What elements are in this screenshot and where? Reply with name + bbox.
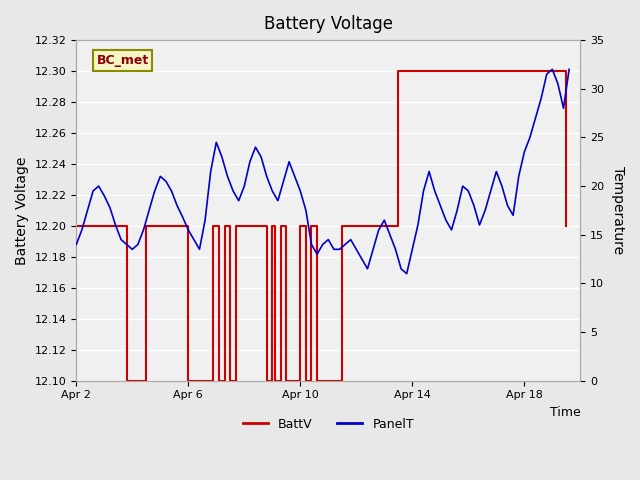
Y-axis label: Temperature: Temperature xyxy=(611,167,625,254)
Text: BC_met: BC_met xyxy=(97,54,148,67)
Y-axis label: Battery Voltage: Battery Voltage xyxy=(15,156,29,264)
Legend: BattV, PanelT: BattV, PanelT xyxy=(237,413,419,436)
Title: Battery Voltage: Battery Voltage xyxy=(264,15,393,33)
X-axis label: Time: Time xyxy=(550,406,580,419)
